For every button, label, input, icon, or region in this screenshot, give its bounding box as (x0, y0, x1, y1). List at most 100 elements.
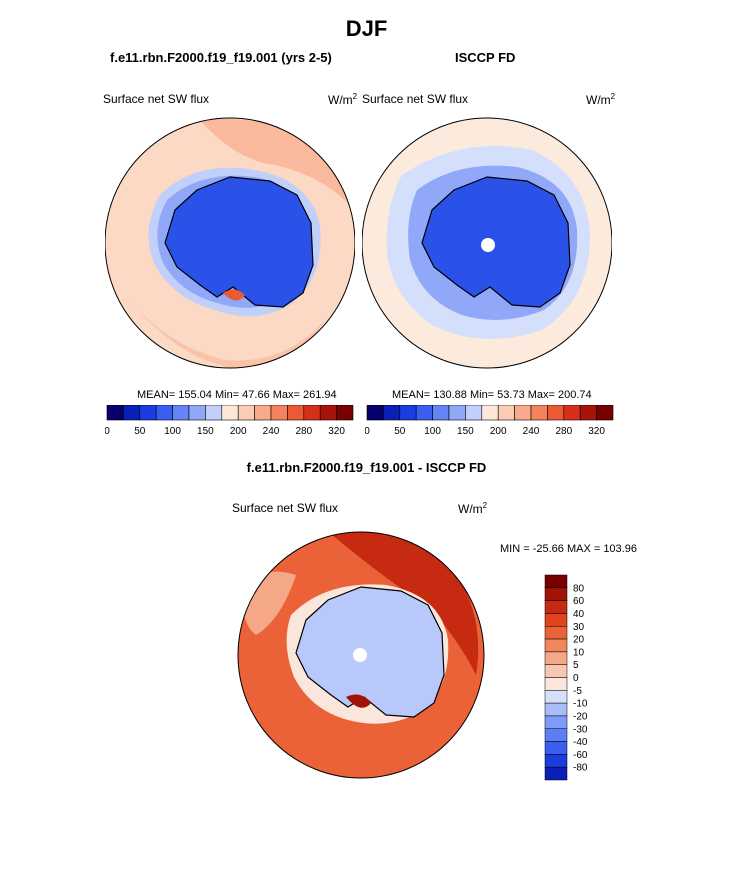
diff-colorbar-swatch (544, 677, 568, 691)
right-stats: MEAN= 130.88 Min= 53.73 Max= 200.74 (392, 389, 592, 401)
model-colorbar-swatch (270, 405, 288, 421)
obs-map-antarctica (421, 176, 571, 308)
model-map-border (105, 117, 355, 369)
diff-colorbar-tick-label: 20 (573, 635, 585, 646)
diff-colorbar-swatch (544, 690, 568, 704)
diff-colorbar-tick-label: 40 (573, 609, 585, 620)
left-units-label: W/m2 (328, 92, 358, 107)
obs-colorbar-tick-label: 50 (394, 426, 406, 437)
diff-colorbar-tick-label: 10 (573, 647, 585, 658)
model-map-warm-band (200, 119, 350, 205)
obs-colorbar-tick-label: 150 (457, 426, 474, 437)
diff-colorbar-tick-label: 30 (573, 622, 585, 633)
model-colorbar-swatch (123, 405, 141, 421)
diff-colorbar-tick-label: -60 (573, 750, 588, 761)
obs-colorbar-swatch (465, 405, 483, 421)
diff-colorbar-swatch (544, 754, 568, 768)
obs-map-pole-hole (481, 238, 495, 252)
model-colorbar-swatch (303, 405, 321, 421)
right-units-label: W/m2 (586, 92, 616, 107)
model-colorbar-tick-label: 320 (328, 426, 345, 437)
model-colorbar-swatch (237, 405, 255, 421)
diff-colorbar-tick-label: -40 (573, 737, 588, 748)
diff-map-border (237, 531, 485, 779)
model-map-antarctica (164, 176, 314, 308)
obs-colorbar-swatch (432, 405, 450, 421)
obs-colorbar-tick-label: 200 (490, 426, 507, 437)
obs-colorbar-swatch (530, 405, 548, 421)
model-colorbar-swatch (254, 405, 272, 421)
diff-colorbar-swatch (544, 574, 568, 589)
obs-colorbar-swatch (547, 405, 565, 421)
obs-colorbar-swatch (579, 405, 597, 421)
obs-colorbar-swatch (399, 405, 417, 421)
obs-colorbar-tick-label: 240 (523, 426, 540, 437)
obs-colorbar-swatch (383, 405, 401, 421)
model-colorbar-swatch (188, 405, 206, 421)
model-colorbar-tick-label: 0 (105, 426, 110, 437)
obs-colorbar-swatch (366, 405, 384, 421)
obs-colorbar-tick-label: 0 (365, 426, 370, 437)
diff-map-pole-hole (353, 648, 367, 662)
model-colorbar-swatch (139, 405, 157, 421)
obs-colorbar-swatch (481, 405, 499, 421)
diff-colorbar-tick-label: 80 (573, 583, 585, 594)
obs-colorbar-swatch (448, 405, 466, 421)
figure-title: DJF (345, 16, 388, 41)
diff-colorbar-tick-label: -20 (573, 711, 588, 722)
model-colorbar-swatch (155, 405, 173, 421)
model-colorbar-swatch (106, 405, 124, 421)
diff-colorbar-swatch (544, 626, 568, 640)
model-colorbar-swatch (172, 405, 190, 421)
obs-colorbar-swatch (415, 405, 433, 421)
right-variable-label: Surface net SW flux (362, 92, 469, 106)
obs-colorbar-swatch (563, 405, 581, 421)
model-colorbar: 0 50 100 150 200 240 280 320 (105, 405, 354, 437)
obs-colorbar-tick-label: 280 (555, 426, 572, 437)
model-colorbar-swatch (336, 405, 354, 421)
model-map (105, 117, 355, 369)
diff-variable-label: Surface net SW flux (232, 501, 339, 515)
diff-colorbar-tick-label: 0 (573, 673, 579, 684)
model-colorbar-tick-label: 50 (134, 426, 146, 437)
model-colorbar-swatch (205, 405, 223, 421)
obs-colorbar: 0 50 100 150 200 240 280 320 (365, 405, 614, 437)
diff-colorbar-tick-label: 5 (573, 660, 579, 671)
diff-colorbar-tick-label: -80 (573, 763, 588, 774)
diff-colorbar-swatch (544, 766, 568, 781)
diff-colorbar-swatch (544, 638, 568, 653)
diff-colorbar-swatch (544, 600, 568, 614)
model-colorbar-swatch (221, 405, 239, 421)
diff-colorbar-tick-label: -5 (573, 686, 582, 697)
left-variable-label: Surface net SW flux (103, 92, 210, 106)
obs-map (362, 117, 612, 369)
model-colorbar-tick-label: 100 (164, 426, 181, 437)
obs-colorbar-swatch (497, 405, 515, 421)
diff-stats: MIN = -25.66 MAX = 103.96 (500, 543, 637, 555)
model-colorbar-tick-label: 240 (263, 426, 280, 437)
diff-colorbar-swatch (544, 715, 568, 729)
diff-colorbar-swatch (544, 741, 568, 755)
diff-map-antarctica (295, 586, 445, 718)
diff-colorbar-swatch (544, 587, 568, 601)
obs-colorbar-tick-label: 100 (424, 426, 441, 437)
diff-units-label: W/m2 (458, 501, 488, 516)
diff-map-strong-band (326, 532, 479, 675)
diff-map-strong-patch (346, 694, 371, 708)
diff-colorbar-tick-label: 60 (573, 596, 585, 607)
model-map-warm-patch (223, 289, 245, 301)
diff-panel-title: f.e11.rbn.F2000.f19_f19.001 - ISCCP FD (246, 460, 487, 475)
diff-colorbar-swatch (544, 651, 568, 665)
left-stats: MEAN= 155.04 Min= 47.66 Max= 261.94 (137, 389, 337, 401)
diff-colorbar-tick-label: -30 (573, 724, 588, 735)
model-colorbar-tick-label: 150 (197, 426, 214, 437)
diff-colorbar-swatch (544, 664, 568, 678)
diff-map (237, 531, 485, 779)
left-panel-title: f.e11.rbn.F2000.f19_f19.001 (yrs 2-5) (110, 50, 332, 65)
model-colorbar-swatch (287, 405, 305, 421)
diff-colorbar-tick-label: -10 (573, 699, 588, 710)
diff-colorbar-swatch (544, 728, 568, 742)
diff-colorbar-swatch (544, 613, 568, 627)
diff-colorbar-swatch (544, 702, 568, 717)
